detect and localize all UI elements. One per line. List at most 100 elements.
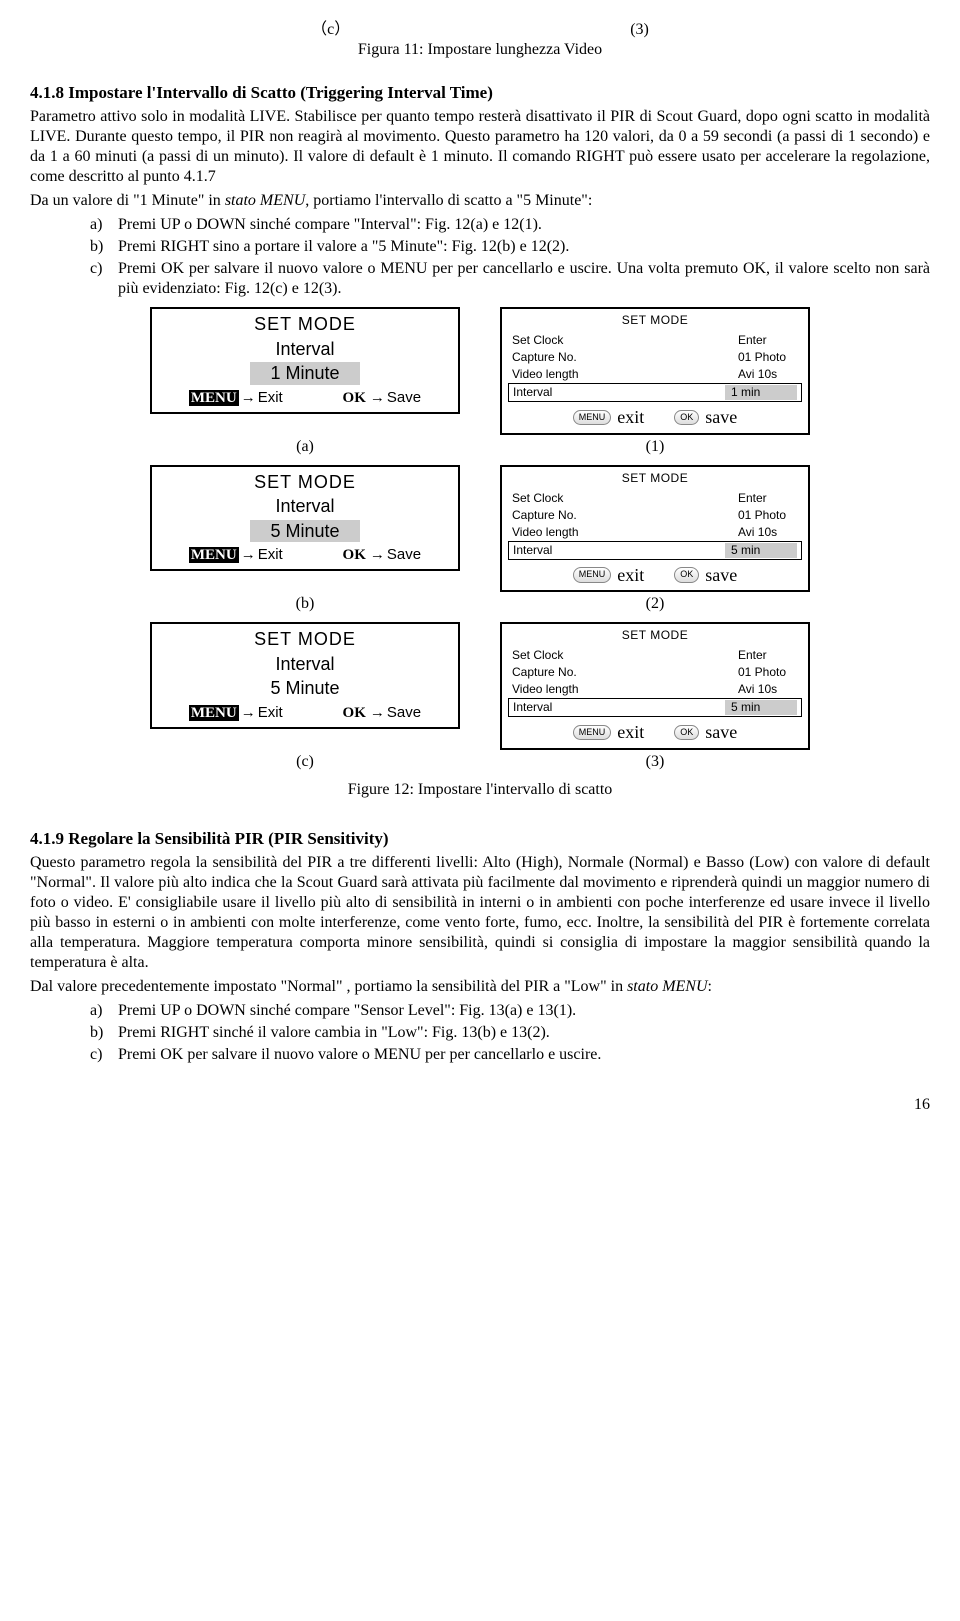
list-text: Premi UP o DOWN sinché compare "Sensor L…: [118, 1002, 576, 1019]
panel-footer: MENUexitOKsave: [508, 406, 802, 429]
ok-button-icon: OK: [674, 725, 699, 740]
left-panel: SET MODEInterval1 MinuteMENU→ExitOK→Save: [150, 307, 460, 413]
row-val: 5 min: [725, 543, 797, 558]
row-val: 5 min: [725, 700, 797, 715]
ok-label: OK: [341, 547, 368, 563]
leadin-b: , portiamo l'intervallo di scatto a "5 M…: [305, 192, 592, 209]
label-right: (1): [500, 437, 810, 457]
row-val: Avi 10s: [738, 367, 798, 382]
panel-footer: MENU→ExitOK→Save: [160, 546, 450, 565]
row-val: 01 Photo: [738, 508, 798, 523]
exit-label: exit: [617, 721, 644, 744]
panel-footer: MENU→ExitOK→Save: [160, 389, 450, 408]
marker: b): [90, 237, 103, 257]
pair-labels: (a) (1): [30, 437, 930, 457]
list-text: Premi OK per salvare il nuovo valore o M…: [118, 260, 930, 297]
list-text: Premi RIGHT sino a portare il valore a "…: [118, 238, 569, 255]
p2a: Dal valore precedentemente impostato "No…: [30, 978, 627, 995]
marker: c): [90, 1045, 102, 1065]
arrow-icon: →: [370, 704, 385, 721]
panel-row: Capture No.01 Photo: [508, 349, 802, 366]
para-418-leadin: Da un valore di "1 Minute" in stato MENU…: [30, 191, 930, 211]
right-panel: SET MODE Set ClockEnterCapture No. 01 Phot…: [500, 465, 810, 593]
p2b: :: [708, 978, 712, 995]
row-val: Enter: [738, 333, 798, 348]
list-item: a)Premi UP o DOWN sinché compare "Interv…: [90, 215, 930, 235]
right-panel: SET MODESet ClockEnterCapture No.01 Phot…: [500, 307, 810, 435]
marker: c): [90, 259, 102, 279]
label-right: (3): [500, 752, 810, 772]
row-val: 01 Photo: [738, 665, 798, 680]
row-key: Capture No.: [512, 508, 577, 523]
menu-button-icon: MENU: [573, 725, 612, 740]
panel-title: SET MODE: [160, 471, 450, 494]
panel-row-selected: Interval 5 min: [508, 541, 802, 560]
panel-row: Video lengthAvi 10s: [508, 681, 802, 698]
page-number: 16: [30, 1095, 930, 1115]
panel-value: 1 Minute: [250, 362, 359, 385]
leadin-a: Da un valore di "1 Minute" in: [30, 192, 225, 209]
panel-title: SET MODE: [508, 471, 802, 486]
label-left: (c): [150, 752, 460, 772]
row-val: Enter: [738, 648, 798, 663]
para-418: Parametro attivo solo in modalità LIVE. …: [30, 107, 930, 187]
arrow-icon: →: [241, 546, 256, 563]
row-key: Interval: [513, 543, 552, 558]
list-text: Premi RIGHT sinché il valore cambia in "…: [118, 1024, 550, 1041]
panel-row: Video lengthAvi 10s: [508, 524, 802, 541]
label-left: (b): [150, 594, 460, 614]
fig11-caption: Figura 11: Impostare lunghezza Video: [30, 40, 930, 60]
panel-row-selected: Interval 5 min: [508, 698, 802, 717]
label-c: （c）: [311, 20, 350, 40]
panel-row: Capture No. 01 Photo: [508, 664, 802, 681]
top-c-row: （c） (3): [30, 20, 930, 40]
save-label: save: [705, 564, 737, 587]
panel-pair: SET MODEInterval1 MinuteMENU→ExitOK→Save…: [30, 307, 930, 435]
arrow-icon: →: [241, 704, 256, 721]
marker: a): [90, 215, 102, 235]
label-left: (a): [150, 437, 460, 457]
figure-12: SET MODEInterval1 MinuteMENU→ExitOK→Save…: [30, 307, 930, 772]
ok-label: OK: [341, 705, 368, 721]
row-key: Capture No.: [512, 665, 577, 680]
panel-row: Set Clock Enter: [508, 332, 802, 349]
panel-value: 5 Minute: [250, 520, 359, 543]
list-item: c) Premi OK per salvare il nuovo valore o…: [90, 1045, 930, 1065]
ok-button-icon: OK: [674, 567, 699, 582]
list-419: a) Premi UP o DOWN sinché compare "Sensor…: [90, 1001, 930, 1065]
menu-label: MENU: [189, 390, 239, 406]
save-label: Save: [387, 546, 421, 563]
marker: a): [90, 1001, 102, 1021]
panel-row: Set ClockEnter: [508, 490, 802, 507]
list-text: Premi OK per salvare il nuovo valore o M…: [118, 1046, 601, 1063]
exit-label: Exit: [258, 704, 283, 721]
ok-label: OK: [341, 390, 368, 406]
panel-param: Interval: [160, 338, 450, 361]
row-key: Video length: [512, 525, 579, 540]
row-key: Set Clock: [512, 333, 563, 348]
row-key: Set Clock: [512, 648, 563, 663]
row-key: Interval: [513, 700, 552, 715]
exit-label: Exit: [258, 546, 283, 563]
arrow-icon: →: [370, 389, 385, 406]
label-right: (2): [500, 594, 810, 614]
p2it: stato MENU: [627, 978, 707, 995]
panel-pair: SET MODEInterval5 MinuteMENU→ExitOK→Save…: [30, 622, 930, 750]
row-val: 1 min: [725, 385, 797, 400]
arrow-icon: →: [370, 546, 385, 563]
pair-labels: (c) (3): [30, 752, 930, 772]
list-item: c) Premi OK per salvare il nuovo valore o…: [90, 259, 930, 299]
menu-label: MENU: [189, 547, 239, 563]
panel-title: SET MODE: [160, 628, 450, 651]
row-key: Video length: [512, 367, 579, 382]
save-label: Save: [387, 704, 421, 721]
menu-label: MENU: [189, 705, 239, 721]
row-key: Capture No.: [512, 350, 577, 365]
row-key: Set Clock: [512, 491, 563, 506]
marker: b): [90, 1023, 103, 1043]
save-label: save: [705, 721, 737, 744]
para-419-1: Questo parametro regola la sensibilità d…: [30, 853, 930, 973]
panel-footer: MENUexitOKsave: [508, 564, 802, 587]
save-label: Save: [387, 389, 421, 406]
panel-param: Interval: [160, 653, 450, 676]
